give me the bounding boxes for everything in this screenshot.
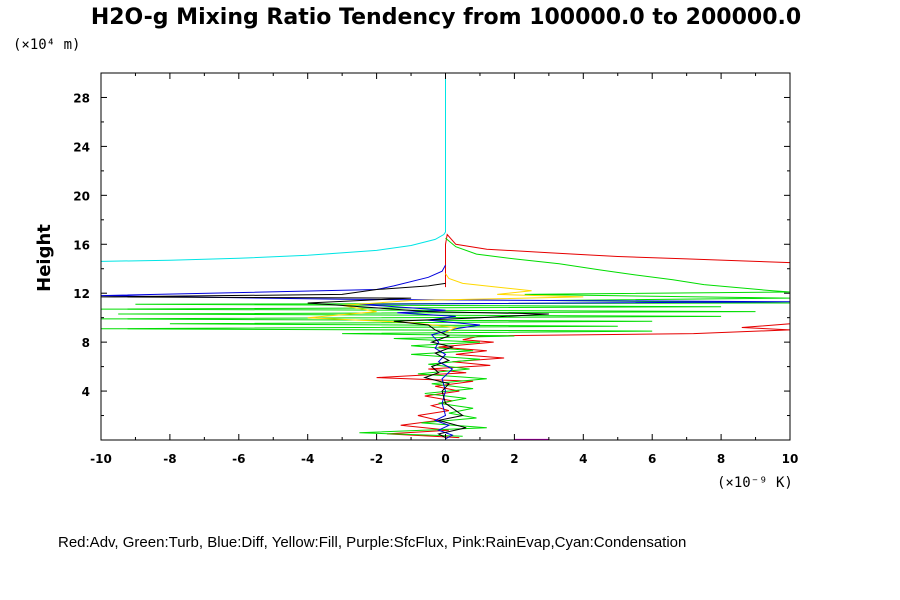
y-axis-label: Height — [34, 224, 55, 292]
chart-title: H2O-g Mixing Ratio Tendency from 100000.… — [91, 5, 801, 30]
x-unit-label: (×10⁻⁹ K) — [717, 475, 793, 491]
x-tick-label: 4 — [579, 452, 587, 466]
legend-text: Red:Adv, Green:Turb, Blue:Diff, Yellow:F… — [58, 534, 686, 551]
y-tick-label: 24 — [73, 140, 90, 154]
series-layer — [100, 73, 791, 440]
y-tick-label: 20 — [73, 189, 90, 203]
x-tick-label: 0 — [441, 452, 449, 466]
x-tick-label: -2 — [370, 452, 383, 466]
x-tick-label: 6 — [648, 452, 656, 466]
y-unit-label: (×10⁴ m) — [13, 37, 80, 53]
plot-frame — [100, 72, 791, 441]
series-line-adv — [376, 233, 791, 439]
series-line-condensation — [100, 73, 446, 262]
series-line-black — [100, 282, 549, 439]
x-tick-label: -4 — [301, 452, 314, 466]
x-tick-label: -6 — [232, 452, 245, 466]
x-tick-label: -10 — [90, 452, 112, 466]
x-tick-label: 8 — [717, 452, 725, 466]
y-tick-label: 8 — [82, 336, 90, 350]
y-tick-label: 28 — [73, 91, 90, 105]
y-tick-label: 12 — [73, 287, 90, 301]
y-tick-label: 16 — [73, 238, 90, 252]
x-tick-label: 2 — [510, 452, 518, 466]
x-tick-label: 10 — [782, 452, 799, 466]
x-tick-label: -8 — [163, 452, 176, 466]
y-tick-label: 4 — [82, 385, 90, 399]
